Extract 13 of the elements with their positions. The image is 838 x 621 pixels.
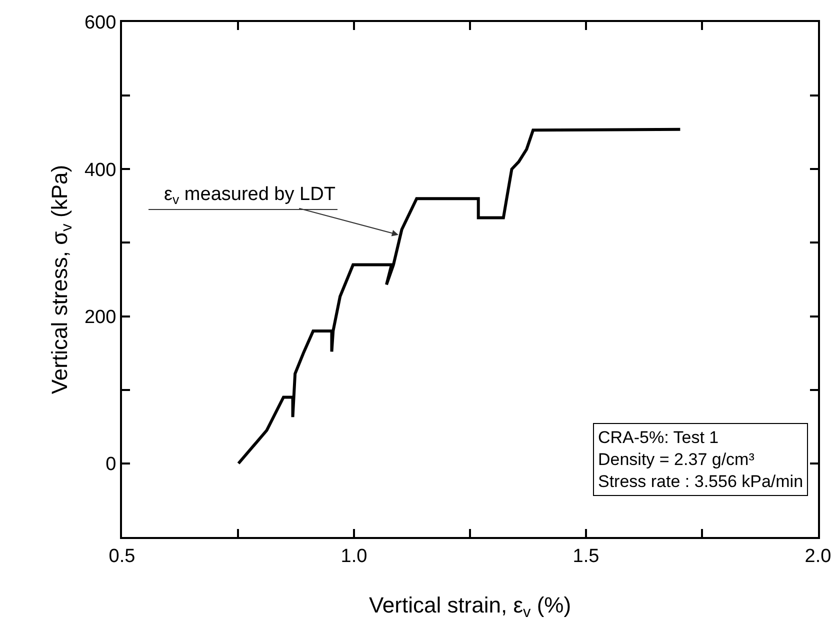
- y-tick-label: 400: [84, 160, 116, 181]
- x-tick-label: 0.5: [108, 546, 136, 567]
- x-tick-label: 1.0: [340, 546, 368, 567]
- x-tick-label: 1.5: [572, 546, 600, 567]
- annotation: CRA-5%: Test 1: [598, 428, 719, 447]
- annotation: Density = 2.37 g/cm³: [598, 450, 755, 470]
- y-tick-label: 600: [84, 12, 116, 34]
- annotation: ε$_{v}$ measured by LDT: [164, 184, 336, 207]
- x-tick-label: 2.0: [804, 546, 832, 567]
- annotation: Stress rate : 3.556 kPa/min: [598, 472, 804, 492]
- y-tick-label: 200: [84, 306, 116, 328]
- x-axis-title: Vertical strain, ε$_{v}$ (%): [368, 592, 572, 621]
- y-tick-label: 0: [106, 454, 116, 476]
